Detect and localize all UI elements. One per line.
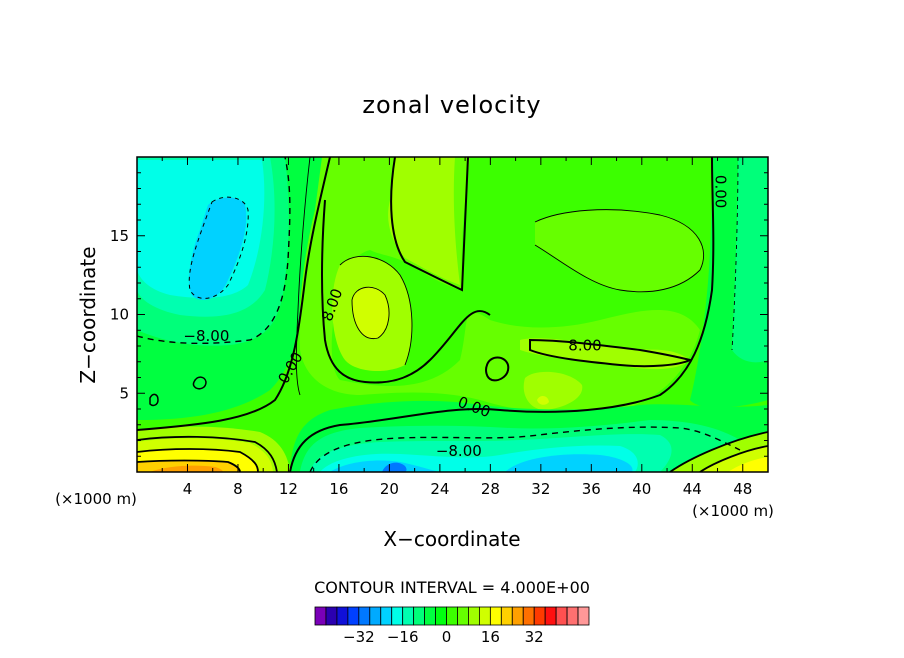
x-axis-ticks: 4 8 12 16 20 24 28 32 36 40 44 48 (161, 157, 752, 498)
contour-line (137, 157, 331, 431)
colorbar-tick-label: 32 (525, 628, 544, 646)
colorbar-swatch (489, 606, 502, 626)
colorbar-swatch (358, 606, 371, 626)
colorbar-swatch (369, 606, 382, 626)
contour-line (390, 157, 469, 292)
colorbar-swatch (478, 606, 491, 626)
field-region (150, 465, 223, 472)
contour-line (137, 435, 278, 472)
contour-field (137, 157, 768, 472)
x-tick-label: 24 (430, 480, 449, 498)
contour-line (669, 431, 768, 472)
colorbar-swatch (435, 606, 447, 626)
field-region (535, 209, 704, 292)
contour-line (188, 196, 249, 299)
contour-line (339, 255, 413, 366)
field-region (352, 287, 390, 339)
field-region (728, 457, 768, 472)
contour-label: 8.00 (568, 337, 601, 355)
colorbar-swatch (468, 606, 480, 626)
x-axis-label: X−coordinate (383, 527, 520, 551)
colorbar-labels: −32 −16 0 16 32 (343, 628, 544, 646)
x-tick-label: 44 (683, 480, 702, 498)
contour-line (295, 157, 311, 396)
colorbar-swatch (577, 606, 590, 626)
y-axis-label: Z−coordinate (76, 246, 100, 383)
colorbar-swatch (522, 606, 535, 626)
colorbar-swatch (500, 606, 513, 626)
colorbar-swatch (446, 606, 458, 626)
field-region (537, 396, 549, 405)
field-region (330, 460, 440, 472)
colorbar-swatch (533, 606, 546, 626)
field-region (505, 454, 633, 472)
contour-line (137, 157, 291, 345)
colorbar-swatch (391, 606, 404, 626)
contour-label: −8.00 (183, 327, 229, 345)
x-tick-label: 36 (582, 480, 601, 498)
x-tick-label: 48 (733, 480, 752, 498)
x-tick-label: 32 (531, 480, 550, 498)
contour-line (137, 459, 241, 472)
y-tick-label: 5 (119, 384, 129, 402)
contour-line (699, 445, 768, 472)
contour-line (529, 338, 693, 368)
contour-label: 0.00 (712, 175, 730, 208)
y-tick-label: 15 (110, 227, 129, 245)
colorbar-swatch (457, 606, 469, 626)
contour-lines (137, 157, 768, 472)
contour-line (320, 199, 491, 384)
chart-title: zonal velocity (362, 91, 541, 119)
contour-line (192, 376, 207, 390)
contour-line (351, 286, 390, 339)
x-tick-label: 12 (279, 480, 298, 498)
colorbar-swatch (511, 606, 524, 626)
field-region (520, 338, 690, 370)
x-tick-label: 4 (183, 480, 193, 498)
x-unit-left: (×1000 m) (55, 490, 137, 508)
colorbar-swatch (336, 606, 349, 626)
contour-label: −8.00 (436, 442, 482, 460)
colorbar-swatch (347, 606, 360, 626)
colorbar-swatch (402, 606, 415, 626)
colorbar-swatch (566, 606, 579, 626)
x-tick-label: 40 (632, 480, 651, 498)
field-region (189, 197, 247, 300)
x-tick-label: 16 (329, 480, 348, 498)
colorbar-swatch (380, 606, 393, 626)
contour-line (309, 426, 741, 472)
colorbar-swatch (424, 606, 436, 626)
colorbar-swatch (544, 606, 557, 626)
colorbar-swatch (325, 606, 338, 626)
contour-line (137, 448, 259, 472)
colorbar-swatch (413, 606, 426, 626)
y-tick-label: 10 (110, 306, 129, 324)
colorbar-tick-label: −16 (387, 628, 419, 646)
y-axis-ticks: 5 10 15 (110, 172, 768, 457)
contour-line (485, 356, 510, 382)
x-unit-right: (×1000 m) (692, 502, 774, 520)
colorbar (314, 606, 590, 626)
field-region (382, 462, 407, 472)
x-tick-label: 28 (481, 480, 500, 498)
colorbar-swatch (314, 606, 327, 626)
colorbar-tick-label: 16 (481, 628, 500, 646)
field-region (388, 157, 460, 285)
x-tick-label: 20 (380, 480, 399, 498)
contour-line (149, 393, 159, 407)
colorbar-tick-label: 0 (442, 628, 452, 646)
field-region (732, 157, 768, 363)
x-tick-label: 8 (233, 480, 243, 498)
colorbar-tick-label: −32 (343, 628, 375, 646)
colorbar-swatch (555, 606, 568, 626)
contour-line (534, 209, 704, 293)
contour-interval-text: CONTOUR INTERVAL = 4.000E+00 (314, 578, 590, 597)
contour-line (289, 157, 715, 472)
